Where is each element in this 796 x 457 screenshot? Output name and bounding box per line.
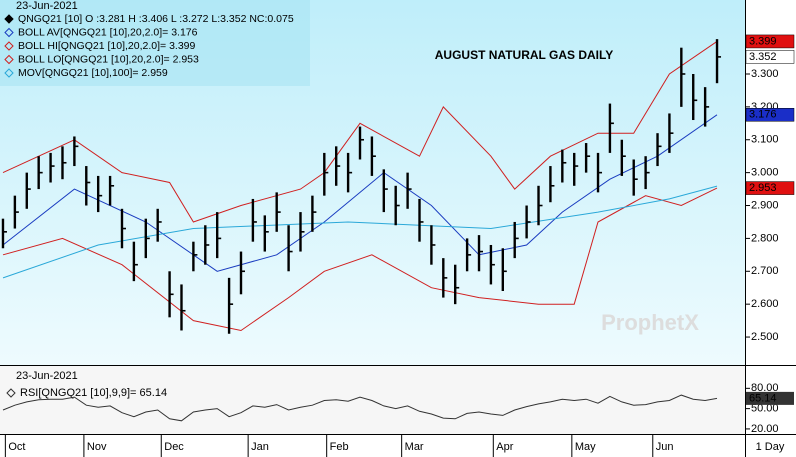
price-tag [745,108,795,122]
x-tick-label: Apr [496,441,513,453]
price-tag [745,50,795,64]
y-tick-label: 2.800 [751,232,779,244]
legend-marker [4,41,14,51]
rsi-pane [0,366,745,434]
legend-entry: BOLL AV[QNGQ21 [10],20,2.0]= 3.176 [18,26,198,38]
x-tick-label: Feb [330,441,349,453]
y-tick-label: 20.00 [751,423,779,435]
price-tag-label: 3.176 [749,109,777,121]
x-tick-label: Dec [164,441,184,453]
price-tag [745,34,795,49]
rsi-tag [746,391,794,405]
price-tag [745,181,795,195]
legend-marker [6,388,16,398]
legend-marker [4,54,14,65]
x-tick-label: Jan [251,441,269,453]
rsi-tag-label: 65.14 [749,392,777,404]
x-tick-label: Jun [656,441,674,453]
x-tick-label: Mar [405,441,424,453]
y-tick-label: 3.000 [751,167,779,179]
y-tick-label: 50.00 [751,403,779,415]
rsi-line [2,394,718,422]
legend-entry: BOLL LO[QNGQ21 [10],20,2.0]= 2.953 [18,53,199,65]
legend-marker [4,68,14,78]
rsi-legend: RSI[QNGQ21 [10],9,9]= 65.14 [20,387,167,399]
x-tick-label: Oct [8,441,25,453]
indicator-line [2,187,718,332]
legend-box [0,0,310,86]
date-label: 23-Jun-2021 [16,0,78,12]
price-tag-label: 2.953 [749,182,777,194]
x-tick-label: Nov [87,441,107,453]
rsi-date: 23-Jun-2021 [16,370,78,382]
legend-entry: QNGQ21 [10] O :3.281 H :3.406 L :3.272 L… [18,13,294,25]
legend-marker [4,27,14,38]
watermark: ProphetX [601,310,699,335]
y-tick-label: 2.600 [751,298,779,310]
interval-label: 1 Day [756,441,785,453]
y-tick-label: 3.100 [751,134,779,146]
legend-marker [4,14,14,24]
x-tick-label: May [575,441,596,453]
legend-entry: BOLL HI[QNGQ21 [10],20,2.0]= 3.399 [18,40,196,52]
chart-title: AUGUST NATURAL GAS DAILY [435,48,613,62]
y-tick-label: 2.900 [751,199,779,211]
y-tick-label: 80.00 [751,382,779,394]
indicator-line [2,40,718,223]
y-tick-label: 2.500 [751,331,779,343]
y-tick-label: 2.700 [751,265,779,277]
legend-entry: MOV[QNGQ21 [10],100]= 2.959 [18,67,168,79]
price-tag-label: 3.352 [749,51,777,63]
price-tag-label: 3.399 [749,35,777,47]
y-tick-label: 3.300 [751,68,779,80]
